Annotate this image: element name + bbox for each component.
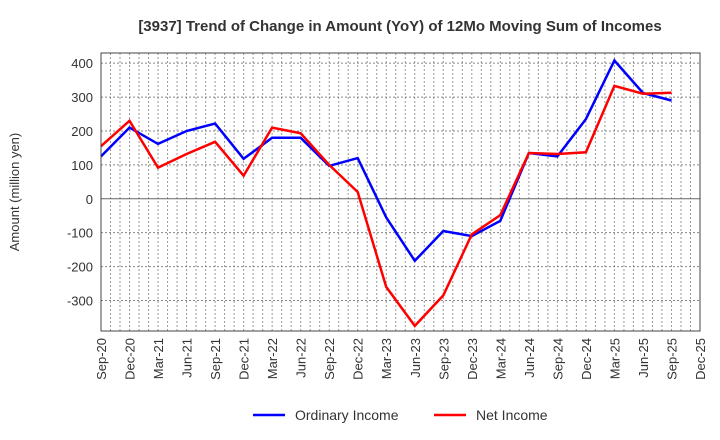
x-tick-label: Sep-20 [94,338,109,380]
x-tick-label: Mar-25 [607,338,622,379]
y-tick-label: -200 [67,260,93,275]
x-tick-label: Dec-23 [465,338,480,380]
x-tick-label: Jun-25 [636,338,651,378]
x-tick-label: Sep-23 [436,338,451,380]
plot-frame [100,52,701,332]
grid [101,53,700,331]
y-tick-label: 200 [71,124,93,139]
x-tick-label: Dec-20 [123,338,138,380]
x-tick-label: Sep-21 [208,338,223,380]
legend: Ordinary Income Net Income [253,407,548,423]
x-tick-label: Dec-21 [237,338,252,380]
x-tick-label: Dec-25 [693,338,708,380]
legend-label-ordinary-income: Ordinary Income [295,407,399,423]
chart-title: [3937] Trend of Change in Amount (YoY) o… [138,18,661,35]
x-tick-label: Jun-24 [522,338,537,378]
y-tick-label: 400 [71,56,93,71]
y-tick-label: 300 [71,90,93,105]
legend-label-net-income: Net Income [476,407,548,423]
x-tick-label: Sep-22 [322,338,337,380]
x-axis-ticks: Sep-20 Dec-20 Mar-21 Jun-21 Sep-21 Dec-21 Mar-… [94,338,708,380]
x-tick-label: Sep-25 [664,338,679,380]
x-tick-label: Dec-22 [351,338,366,380]
x-tick-label: Mar-23 [379,338,394,379]
y-tick-label: -100 [67,226,93,241]
y-axis-label: Amount (million yen) [7,133,22,252]
x-tick-label: Sep-24 [550,338,565,380]
y-tick-label: -300 [67,293,93,308]
x-tick-label: Jun-22 [294,338,309,378]
x-tick-label: Jun-21 [180,338,195,378]
x-tick-label: Mar-22 [265,338,280,379]
x-tick-label: Dec-24 [579,338,594,380]
y-tick-label: 0 [86,192,93,207]
x-tick-label: Mar-21 [151,338,166,379]
x-tick-label: Jun-23 [408,338,423,378]
y-tick-label: 100 [71,158,93,173]
y-axis-ticks: 400 300 200 100 0 -100 -200 -300 [67,56,93,308]
x-tick-label: Mar-24 [493,338,508,379]
